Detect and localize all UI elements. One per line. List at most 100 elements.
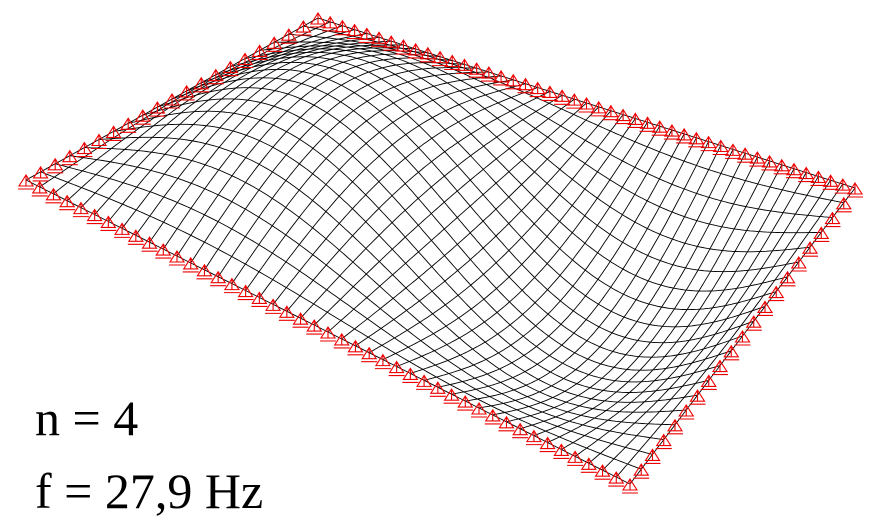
support [666,418,684,435]
mesh-line [313,98,575,326]
support [457,395,474,411]
mesh-line [53,25,343,195]
mesh-line [121,44,404,229]
support [553,443,570,460]
support [45,187,62,204]
mesh-line [176,57,453,257]
support [678,403,695,420]
support [835,196,852,213]
support [265,298,282,314]
mesh-line [190,62,465,264]
mesh-line [451,137,697,395]
support [90,133,108,150]
support [813,226,830,242]
mesh-line [410,125,661,374]
support [251,44,268,60]
support [178,84,195,101]
support [47,157,64,174]
support [539,436,556,453]
mesh-line [520,156,758,430]
support [193,76,210,93]
support [745,315,762,331]
support [76,141,93,158]
support [846,181,864,198]
frequency: f = 27,9 Hz [35,463,263,519]
support [655,433,672,450]
support [207,68,224,85]
mesh-line [108,40,392,222]
mesh-line [437,133,685,388]
support [134,109,151,125]
mesh-line [217,71,489,277]
mesh-line [368,114,624,354]
support [388,360,405,377]
support [223,277,240,294]
support [105,125,122,141]
support [292,312,309,328]
mesh-line [506,152,746,423]
mesh-line [492,149,734,416]
support [127,229,144,245]
support [100,215,117,232]
mesh-line [39,21,331,188]
support [347,339,364,356]
support [266,36,283,52]
support [621,477,639,494]
support [768,285,785,302]
support [86,208,103,225]
support [17,173,35,190]
support [196,263,213,280]
support [443,388,460,404]
mesh-line [382,118,636,361]
support [567,450,584,466]
mesh-line [66,29,355,202]
mesh-line [465,141,709,402]
support [470,401,488,418]
mesh-line [574,172,807,457]
plate-mesh [25,17,856,485]
support [429,381,446,397]
support [236,52,254,69]
support [163,92,181,109]
support [779,270,796,287]
support [402,367,419,384]
mesh-line [135,47,416,236]
support [61,149,78,166]
mesh-line [245,79,514,291]
mesh-line [94,36,380,215]
support [251,291,268,308]
mesh-line [286,90,551,312]
mesh-line [615,183,844,478]
support [141,236,158,252]
support [31,180,48,197]
support [149,101,166,117]
support [711,359,729,376]
support [801,241,819,257]
support [114,222,131,238]
mesh-line [561,168,795,450]
support [689,389,706,405]
support [120,117,137,133]
support [525,429,542,446]
support [72,201,89,218]
support [700,374,717,390]
support [222,60,239,77]
support [644,448,661,464]
support [484,408,501,425]
support [633,463,650,479]
support [306,319,323,335]
mesh-line [231,75,502,284]
support [333,332,350,349]
mesh-line [355,110,612,347]
supports [17,11,864,494]
mesh-line [149,50,428,243]
support [361,346,378,363]
mode-number: n = 4 [35,390,138,446]
mesh-line [80,33,367,208]
mesh-line [588,176,819,464]
support [608,471,625,487]
support [155,243,172,259]
mesh-line [341,106,600,340]
support [734,329,751,346]
